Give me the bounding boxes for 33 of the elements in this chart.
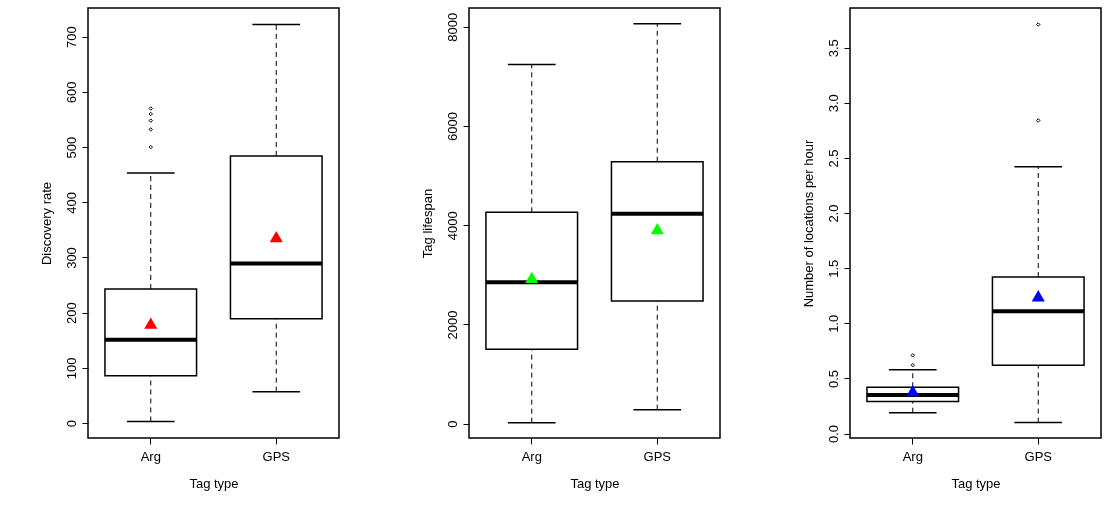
y-tick-label: 1.5 [825, 259, 841, 278]
y-axis-title: Tag lifespan [419, 188, 435, 259]
y-tick-label: 200 [63, 302, 79, 325]
x-tick-label: Arg [140, 448, 161, 464]
y-tick-label: 0.5 [825, 369, 841, 388]
y-axis-title: Discovery rate [38, 181, 54, 266]
x-axis-title: Tag type [951, 475, 1001, 491]
y-tick-label: 400 [63, 191, 79, 214]
x-axis-title: Tag type [570, 475, 620, 491]
y-tick-label: 300 [63, 247, 79, 269]
y-tick-label: 0 [63, 419, 79, 428]
y-tick-label: 4000 [444, 211, 460, 241]
x-tick-label: GPS [262, 448, 291, 464]
y-tick-label: 2.5 [825, 149, 841, 168]
x-tick-label: GPS [643, 448, 672, 464]
y-tick-label: 100 [63, 357, 79, 380]
y-tick-label: 500 [63, 136, 79, 159]
y-tick-label: 3.0 [825, 94, 841, 113]
y-tick-label: 600 [63, 81, 79, 104]
x-axis-title: Tag type [189, 475, 239, 491]
y-tick-label: 2.0 [825, 204, 841, 223]
y-tick-label: 6000 [444, 112, 460, 141]
y-tick-label: 0.0 [825, 425, 841, 444]
y-tick-label: 2000 [444, 310, 460, 340]
y-tick-label: 0 [444, 420, 460, 428]
y-tick-label: 8000 [444, 12, 460, 42]
y-tick-label: 3.5 [825, 39, 841, 58]
x-tick-label: Arg [902, 448, 923, 464]
x-tick-label: Arg [521, 448, 542, 464]
x-tick-label: GPS [1024, 448, 1053, 464]
y-axis-title: Number of locations per hour [800, 139, 816, 308]
y-tick-label: 1.0 [825, 314, 841, 333]
y-tick-label: 700 [63, 26, 79, 49]
